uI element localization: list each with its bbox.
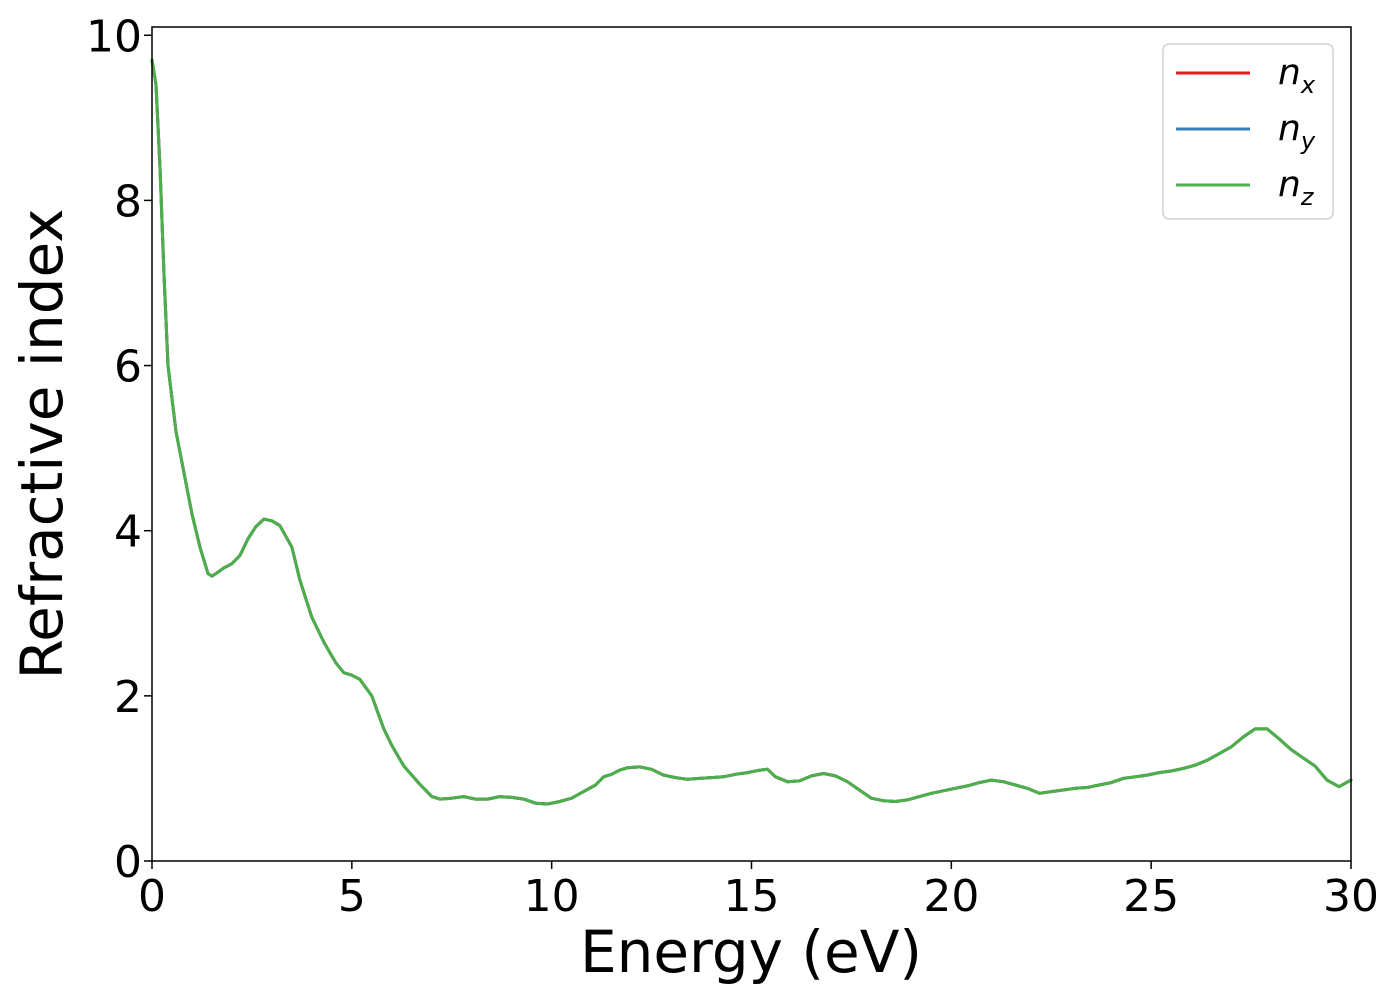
x-tick-label: 5 [338, 871, 366, 922]
series-layer [150, 58, 1353, 806]
legend-label-y: ny [1278, 108, 1316, 155]
legend-label-x: nx [1278, 52, 1316, 99]
x-axis: 0 5 10 15 20 25 30 [138, 861, 1379, 922]
legend-label-z: nz [1278, 164, 1315, 211]
x-tick-label: 20 [923, 871, 979, 922]
x-tick-label: 15 [724, 871, 780, 922]
x-tick-label: 30 [1323, 871, 1379, 922]
y-axis-title: Refractive index [8, 208, 76, 679]
x-axis-title: Energy (eV) [580, 918, 922, 986]
y-axis: 0 2 4 6 8 10 [86, 11, 152, 888]
y-tick-label: 8 [114, 176, 142, 227]
series-line-n-z [150, 58, 1353, 806]
x-tick-label: 10 [524, 871, 580, 922]
x-tick-label: 25 [1123, 871, 1179, 922]
y-tick-label: 10 [86, 11, 142, 62]
legend: nx ny nz [1162, 43, 1334, 220]
x-tick-label: 0 [138, 871, 166, 922]
y-tick-label: 2 [114, 672, 142, 723]
y-tick-label: 0 [114, 837, 142, 888]
y-tick-label: 4 [114, 507, 142, 558]
legend-box [1162, 43, 1334, 220]
y-tick-label: 6 [114, 342, 142, 393]
